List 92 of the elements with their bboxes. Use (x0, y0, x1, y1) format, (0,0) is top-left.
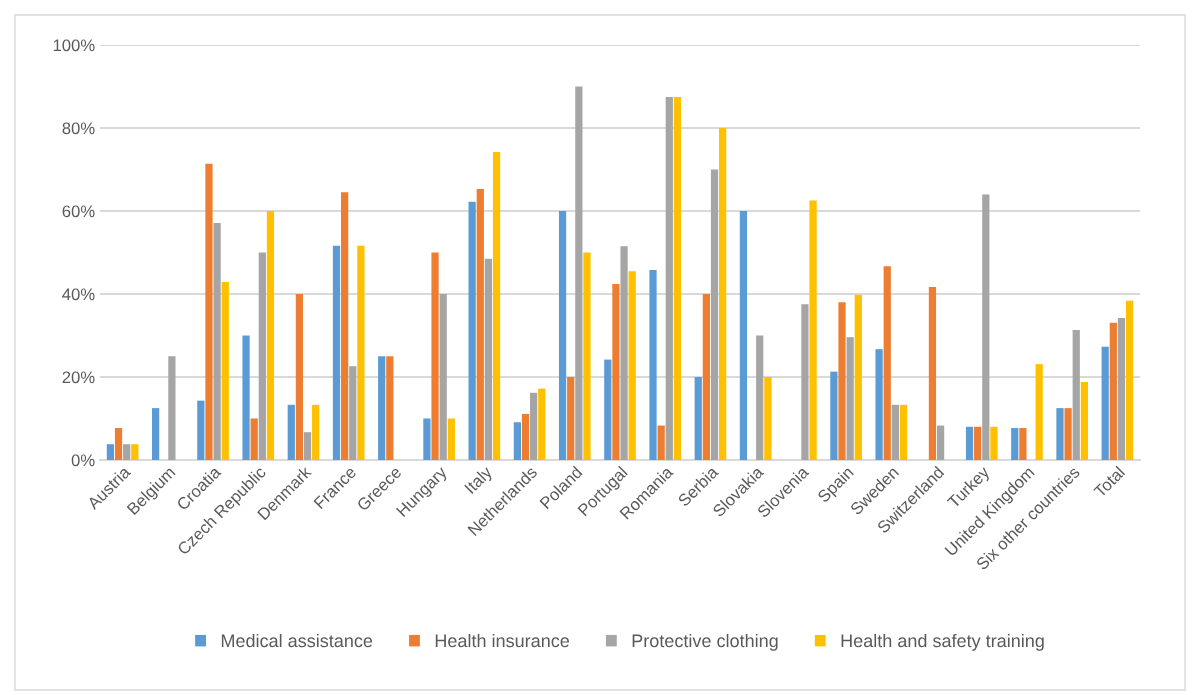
bar (620, 246, 628, 460)
y-tick-label: 0% (71, 454, 95, 467)
bar (197, 400, 205, 460)
bar (665, 96, 673, 460)
y-tick-label: 80% (62, 122, 95, 135)
bar (349, 366, 357, 460)
bar (242, 335, 250, 460)
bar (332, 245, 341, 460)
bar (476, 189, 484, 460)
bar (1035, 364, 1043, 460)
bar (312, 404, 320, 460)
y-tick-label: 20% (62, 371, 95, 384)
bar (974, 426, 982, 460)
bar (628, 271, 636, 460)
legend-label: Protective clothing (632, 633, 778, 651)
bar (538, 388, 546, 460)
bar (114, 428, 123, 460)
bar (423, 418, 431, 460)
bar (468, 201, 476, 460)
bar (739, 211, 748, 460)
bar (1080, 381, 1088, 460)
bar (213, 223, 221, 460)
bar (764, 377, 772, 460)
bar (891, 404, 899, 460)
bar (756, 335, 764, 460)
legend-label: Medical assistance (221, 633, 373, 648)
bar (928, 286, 937, 460)
bar (575, 86, 583, 460)
bar (386, 356, 394, 460)
bar (583, 252, 591, 460)
bar (657, 425, 665, 460)
bar (694, 377, 702, 460)
bar (1109, 322, 1117, 460)
bar (965, 426, 974, 460)
bar (266, 211, 275, 460)
bar (1064, 408, 1072, 460)
bar (447, 418, 455, 460)
bar (378, 356, 386, 460)
bar (982, 194, 990, 460)
bar (131, 444, 139, 460)
bar (1125, 300, 1134, 460)
bar (106, 444, 115, 460)
bar (809, 200, 817, 460)
bar (649, 269, 657, 460)
bar (123, 444, 131, 460)
bar (710, 169, 719, 460)
bar (558, 211, 567, 460)
y-tick-label: 40% (62, 288, 95, 301)
bar (439, 294, 447, 460)
bar (830, 371, 838, 460)
bar (899, 404, 908, 460)
bar (492, 152, 501, 460)
bar (221, 281, 229, 460)
bar (854, 294, 862, 460)
bar (152, 408, 160, 460)
y-tick-label: 100% (53, 39, 95, 52)
bar (431, 252, 439, 460)
bar (604, 359, 612, 460)
bar (936, 425, 945, 460)
bar (846, 337, 854, 460)
bar (719, 128, 727, 460)
bar (673, 96, 682, 460)
bar (1019, 428, 1027, 460)
legend-label: Health insurance (435, 633, 570, 648)
bar (513, 422, 521, 460)
bar (341, 192, 349, 460)
bar (883, 266, 891, 460)
bar (702, 294, 710, 460)
bar (1072, 330, 1080, 460)
bar (567, 377, 575, 460)
y-tick-label: 60% (62, 205, 95, 218)
bar (357, 245, 365, 460)
bar (205, 163, 213, 460)
bar (287, 404, 295, 460)
bar (1117, 318, 1126, 460)
bar (1011, 428, 1019, 460)
bar (1056, 408, 1064, 460)
bar (875, 349, 883, 460)
bar (990, 426, 998, 460)
bar (530, 392, 538, 460)
bar (838, 302, 846, 460)
bar (295, 294, 304, 460)
bar (484, 258, 493, 460)
bar (258, 252, 266, 460)
bar (801, 304, 809, 460)
bar (250, 418, 258, 460)
bar (521, 413, 530, 460)
bar (168, 356, 176, 460)
bar (303, 432, 312, 460)
bar (1101, 346, 1109, 460)
bar (612, 284, 620, 460)
legend-label: Health and safety training (841, 633, 1044, 651)
